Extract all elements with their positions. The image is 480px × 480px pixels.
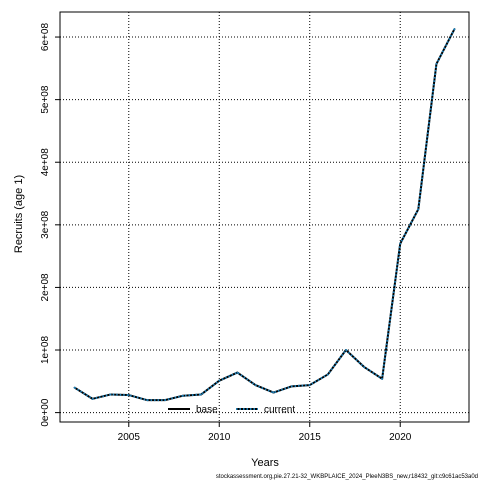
data-point-current-2022 <box>435 63 438 65</box>
data-point-current-2018 <box>363 366 365 368</box>
x-tick-label: 2010 <box>208 432 231 443</box>
data-point-current-2009 <box>200 393 202 396</box>
series-lines <box>73 28 456 402</box>
data-point-current-2021 <box>417 208 420 210</box>
x-axis: 2005 2010 2015 2020 <box>118 422 412 443</box>
data-point-current-2019 <box>381 378 383 380</box>
y-tick-label: 2e+08 <box>40 273 51 302</box>
data-point-current-2012 <box>254 384 257 386</box>
data-point-current-2016 <box>327 373 329 376</box>
data-point-current-2006 <box>146 399 148 401</box>
plot-frame <box>59 11 470 423</box>
data-point-current-2003 <box>91 398 94 400</box>
y-tick-label: 5e+08 <box>40 85 51 114</box>
data-point-current-2023 <box>453 28 456 30</box>
y-tick-label: 6e+08 <box>40 23 51 52</box>
y-tick-label: 1e+08 <box>40 336 51 365</box>
data-point-current-2002 <box>73 386 76 389</box>
legend: base current <box>168 405 295 416</box>
y-axis-title: Recruits (age 1) <box>13 175 25 253</box>
data-point-current-2004 <box>109 393 112 396</box>
legend-label-current: current <box>264 405 295 416</box>
footer-text: stockassessment.org,pie.27.21-32_WKBPLAI… <box>216 474 478 480</box>
grid-lines <box>60 12 469 422</box>
y-tick-label: 0e+00 <box>40 398 51 427</box>
data-point-current-2005 <box>127 394 130 396</box>
legend-label-base: base <box>196 405 218 416</box>
data-point-current-2013 <box>272 391 275 394</box>
data-point-current-2017 <box>345 349 347 351</box>
x-tick-label: 2020 <box>389 432 412 443</box>
y-tick-label: 4e+08 <box>40 148 51 177</box>
data-point-current-2015 <box>308 384 311 386</box>
x-tick-label: 2005 <box>118 432 141 443</box>
data-point-current-2014 <box>290 385 293 388</box>
data-point-current-2010 <box>218 379 221 382</box>
data-point-current-2007 <box>164 399 166 401</box>
series-line-base <box>73 28 456 402</box>
series-line-current <box>73 28 456 402</box>
data-point-current-2011 <box>236 371 239 374</box>
data-point-current-2008 <box>182 394 184 397</box>
data-point-current-2020 <box>399 242 402 245</box>
x-axis-title: Years <box>251 457 279 469</box>
y-tick-label: 3e+08 <box>40 210 51 239</box>
x-tick-label: 2015 <box>299 432 322 443</box>
y-axis: 0e+00 1e+08 2e+08 3e+08 4e+08 5e+08 6e+08 <box>40 23 60 427</box>
